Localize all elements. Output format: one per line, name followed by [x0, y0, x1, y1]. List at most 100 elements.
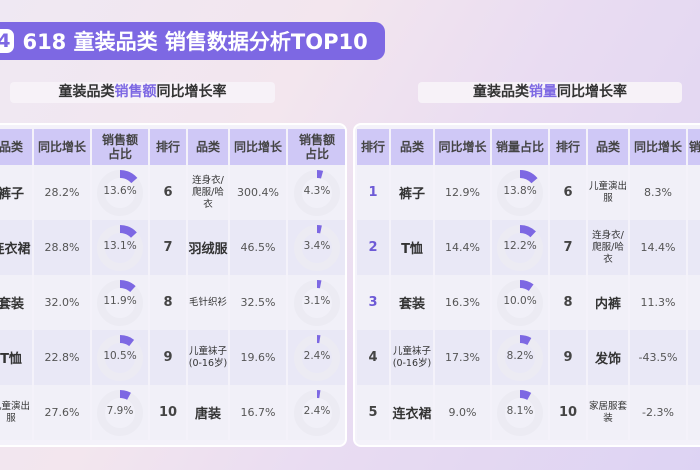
- donut-ring: [294, 389, 340, 436]
- growth-cell: 19.6%: [230, 330, 286, 385]
- donut-ring: [294, 279, 340, 326]
- share-donut: 3.4%: [292, 223, 342, 273]
- donut-arc: [519, 334, 532, 345]
- column-header: 同比增长: [630, 129, 686, 165]
- share-donut: 3.1%: [292, 278, 342, 328]
- share-cell: 10.0%: [492, 275, 548, 330]
- donut-arc: [119, 389, 131, 400]
- donut-arc: [519, 224, 536, 237]
- growth-cell: 17.3%: [435, 330, 490, 385]
- category-cell: 唐装: [188, 385, 228, 440]
- table-row: T恤 22.8% 10.5% 9 儿童袜子(0-16岁) 19.6% 2.4%: [0, 330, 345, 385]
- share-donut: 10.5%: [95, 333, 145, 383]
- table-row: 2 T恤 14.4% 12.2% 7 连身衣/爬服/哈衣 14.4%: [357, 220, 700, 275]
- growth-cell: 28.2%: [34, 165, 90, 220]
- donut-ring: [97, 389, 143, 436]
- share-label: 3.4%: [303, 239, 331, 252]
- donut-ring: [97, 279, 143, 326]
- growth-cell: 9.0%: [435, 385, 490, 440]
- column-header: 销售额 占比: [92, 129, 148, 165]
- rank-cell: 8: [150, 275, 186, 330]
- column-header: 排行: [357, 129, 389, 165]
- share-cell: [688, 385, 700, 440]
- share-donut: 4.3%: [292, 168, 342, 218]
- share-cell: 2.4%: [288, 330, 345, 385]
- donut-ring: [497, 224, 543, 271]
- table-row: 裤子 28.2% 13.6% 6 连身衣/爬服/哈衣 300.4% 4.3%: [0, 165, 345, 220]
- page-title: 24 618 童装品类 销售数据分析TOP10: [0, 22, 385, 60]
- table-row: 套装 32.0% 11.9% 8 毛针织衫 32.5% 3.1%: [0, 275, 345, 330]
- category-cell: 儿童演出服: [0, 385, 32, 440]
- category-cell: 套装: [0, 275, 32, 330]
- table-row: 5 连衣裙 9.0% 8.1% 10 家居服套装 -2.3%: [357, 385, 700, 440]
- column-header: 同比增长: [435, 129, 490, 165]
- share-cell: 13.8%: [492, 165, 548, 220]
- share-label: 4.3%: [303, 184, 331, 197]
- category-cell: 裤子: [0, 165, 32, 220]
- column-header: 品类: [0, 129, 32, 165]
- category-cell: 连衣裙: [0, 220, 32, 275]
- sales-amount-table: 品类 同比增长 销售额 占比 排行 品类 同比增长 销售额 占比 裤子 28.2% 13.6% 6 连…: [0, 129, 345, 440]
- share-label: 11.9%: [103, 294, 137, 307]
- column-header: 排行: [150, 129, 186, 165]
- column-header: 销量占比: [492, 129, 548, 165]
- subtitle-highlight: 销售额: [114, 84, 157, 100]
- growth-cell: 14.4%: [630, 220, 686, 275]
- category-cell: 连身衣/爬服/哈衣: [588, 220, 628, 275]
- title-text: 618 童装品类 销售数据分析TOP10: [22, 30, 368, 54]
- donut-ring: [97, 224, 143, 271]
- donut-ring: [497, 334, 543, 381]
- donut-arc: [519, 279, 534, 291]
- share-cell: [688, 330, 700, 385]
- share-label: 13.1%: [103, 239, 137, 252]
- growth-cell: -2.3%: [630, 385, 686, 440]
- growth-cell: 27.6%: [34, 385, 90, 440]
- sales-volume-table-panel: 排行品类同比增长销量占比排行品类同比增长销量占比1裤子12.9%13.8%6儿童…: [353, 123, 700, 447]
- share-cell: 3.4%: [288, 220, 345, 275]
- share-donut: 13.1%: [95, 223, 145, 273]
- year-badge: 24: [0, 29, 15, 53]
- category-cell: T恤: [391, 220, 433, 275]
- donut-arc: [519, 389, 532, 400]
- donut-ring: [97, 334, 143, 381]
- share-donut: 10.0%: [495, 278, 545, 328]
- growth-cell: 32.5%: [230, 275, 286, 330]
- growth-cell: 8.3%: [630, 165, 686, 220]
- share-donut: 8.2%: [495, 333, 545, 383]
- donut-arc: [119, 224, 137, 238]
- donut-arc: [119, 169, 138, 183]
- column-header: 品类: [188, 129, 228, 165]
- subtitle-part: 童装品类: [58, 84, 115, 100]
- donut-ring: [497, 169, 543, 216]
- share-label: 12.2%: [503, 239, 537, 252]
- category-cell: 连身衣/爬服/哈衣: [188, 165, 228, 220]
- growth-cell: 32.0%: [34, 275, 90, 330]
- rank-cell: 10: [550, 385, 586, 440]
- share-cell: 13.6%: [92, 165, 148, 220]
- column-header: 销售额 占比: [288, 129, 345, 165]
- sales-volume-table: 排行品类同比增长销量占比排行品类同比增长销量占比1裤子12.9%13.8%6儿童…: [355, 129, 700, 440]
- donut-ring: [294, 334, 340, 381]
- share-donut: 13.8%: [495, 168, 545, 218]
- share-donut: 13.6%: [95, 168, 145, 218]
- donut-ring: [497, 389, 543, 436]
- share-label: 8.1%: [506, 404, 534, 417]
- column-header: 品类: [391, 129, 433, 165]
- share-label: 3.1%: [303, 294, 331, 307]
- sales-amount-table-panel: 品类 同比增长 销售额 占比 排行 品类 同比增长 销售额 占比 裤子 28.2% 13.6% 6 连…: [0, 123, 347, 447]
- share-cell: 13.1%: [92, 220, 148, 275]
- column-header: 销量占比: [688, 129, 700, 165]
- growth-cell: -43.5%: [630, 330, 686, 385]
- subtitle-part: 同比增长率: [557, 84, 627, 100]
- left-subtitle: 童装品类销售额同比增长率: [10, 82, 275, 103]
- subtitle-highlight: 销量: [529, 84, 557, 100]
- growth-cell: 16.7%: [230, 385, 286, 440]
- donut-arc: [519, 169, 538, 184]
- donut-ring: [497, 279, 543, 326]
- rank-cell: 10: [150, 385, 186, 440]
- category-cell: 内裤: [588, 275, 628, 330]
- share-cell: 3.1%: [288, 275, 345, 330]
- share-cell: [688, 275, 700, 330]
